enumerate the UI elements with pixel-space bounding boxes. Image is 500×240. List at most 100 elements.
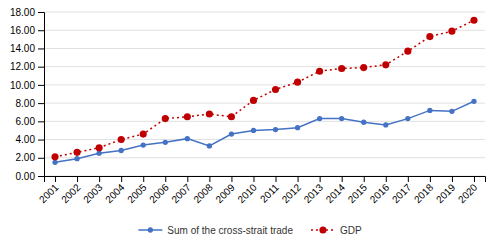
- point: [229, 131, 234, 136]
- y-tick: 4.00: [16, 134, 44, 145]
- point: [185, 136, 190, 141]
- x-tick-label: 2017: [390, 181, 414, 205]
- point: [295, 125, 300, 130]
- x-tick-label: 2018: [412, 181, 436, 205]
- y-tick-mark: [38, 103, 44, 104]
- x-tick-label: 2012: [280, 181, 304, 205]
- point: [316, 68, 323, 75]
- y-tick-label: 6.00: [16, 116, 36, 127]
- y-tick-label: 0.00: [16, 171, 36, 182]
- legend-item: Sum of the cross-strait trade: [138, 225, 293, 236]
- point: [250, 97, 257, 104]
- x-tick: 2018: [412, 176, 436, 205]
- point: [119, 148, 124, 153]
- y-tick-mark: [38, 12, 44, 13]
- y-tick: 8.00: [16, 98, 44, 109]
- x-tick: 2002: [59, 176, 83, 205]
- x-tick-mark: [209, 176, 210, 182]
- point: [272, 86, 279, 93]
- y-tick-label: 16.00: [10, 25, 35, 36]
- series: [51, 17, 477, 161]
- y-tick-label: 12.00: [10, 61, 35, 72]
- y-tick-mark: [38, 140, 44, 141]
- point: [470, 17, 477, 24]
- x-tick-mark: [276, 176, 277, 182]
- x-tick-mark: [474, 176, 475, 182]
- grid-line: [44, 30, 485, 31]
- x-tick-mark: [55, 176, 56, 182]
- point: [141, 142, 146, 147]
- x-tick-mark: [364, 176, 365, 182]
- point: [273, 127, 278, 132]
- y-tick-mark: [38, 158, 44, 159]
- x-tick-mark: [121, 176, 122, 182]
- legend-label: Sum of the cross-strait trade: [167, 225, 293, 236]
- x-tick-label: 2009: [213, 181, 237, 205]
- x-tick-label: 2005: [125, 181, 149, 205]
- x-tick: 2017: [390, 176, 414, 205]
- x-tick: 2008: [191, 176, 215, 205]
- point: [382, 61, 389, 68]
- point: [162, 115, 169, 122]
- x-tick-label: 2015: [346, 181, 370, 205]
- grid-line: [44, 139, 485, 140]
- x-tick: 2010: [235, 176, 259, 205]
- grid-line: [44, 84, 485, 85]
- y-axis: 0.002.004.006.008.0010.0012.0014.0016.00…: [10, 7, 45, 182]
- x-tick-mark: [342, 176, 343, 182]
- x-tick: 2013: [302, 176, 326, 205]
- x-tick-label: 2019: [434, 181, 458, 205]
- x-tick: 2009: [213, 176, 237, 205]
- y-tick: 14.00: [10, 43, 44, 54]
- x-tick: 2011: [258, 176, 281, 205]
- point: [405, 116, 410, 121]
- legend-marker: [148, 227, 153, 232]
- x-tick-label: 2004: [103, 181, 127, 205]
- point: [140, 131, 147, 138]
- y-tick: 0.00: [16, 171, 44, 182]
- point: [360, 64, 367, 71]
- x-tick-mark: [187, 176, 188, 182]
- y-tick: 2.00: [16, 152, 44, 163]
- x-tick: 2004: [103, 176, 127, 205]
- point: [383, 122, 388, 127]
- x-tick-mark: [143, 176, 144, 182]
- point: [426, 33, 433, 40]
- grid-line: [44, 66, 485, 67]
- y-tick-label: 14.00: [10, 43, 35, 54]
- chart: 0.002.004.006.008.0010.0012.0014.0016.00…: [0, 0, 500, 240]
- legend-marker: [319, 226, 326, 233]
- point: [51, 153, 58, 160]
- legend-label: GDP: [340, 225, 362, 236]
- x-tick-label: 2007: [169, 181, 193, 205]
- legend-item: GDP: [311, 225, 362, 236]
- x-tick: 2015: [346, 176, 370, 205]
- point: [338, 65, 345, 72]
- x-tick-label: 2001: [37, 181, 61, 205]
- point: [404, 48, 411, 55]
- x-tick-mark: [77, 176, 78, 182]
- point: [427, 108, 432, 113]
- y-tick-label: 4.00: [16, 134, 36, 145]
- point: [449, 109, 454, 114]
- point: [251, 128, 256, 133]
- x-tick-mark: [386, 176, 387, 182]
- y-tick-mark: [38, 67, 44, 68]
- point: [228, 113, 235, 120]
- point: [294, 79, 301, 86]
- x-tick: 2005: [125, 176, 149, 205]
- x-tick-label: 2016: [368, 181, 392, 205]
- point: [339, 116, 344, 121]
- x-tick-mark: [165, 176, 166, 182]
- point: [96, 151, 101, 156]
- x-tick-label: 2013: [302, 181, 326, 205]
- y-tick-mark: [38, 121, 44, 122]
- x-tick: 2014: [324, 176, 348, 205]
- x-tick-label: 2011: [258, 181, 281, 204]
- x-tick: 2001: [37, 176, 61, 205]
- x-tick-mark: [298, 176, 299, 182]
- line: [55, 20, 474, 157]
- x-tick-mark: [408, 176, 409, 182]
- point: [74, 149, 81, 156]
- x-tick: 2007: [169, 176, 193, 205]
